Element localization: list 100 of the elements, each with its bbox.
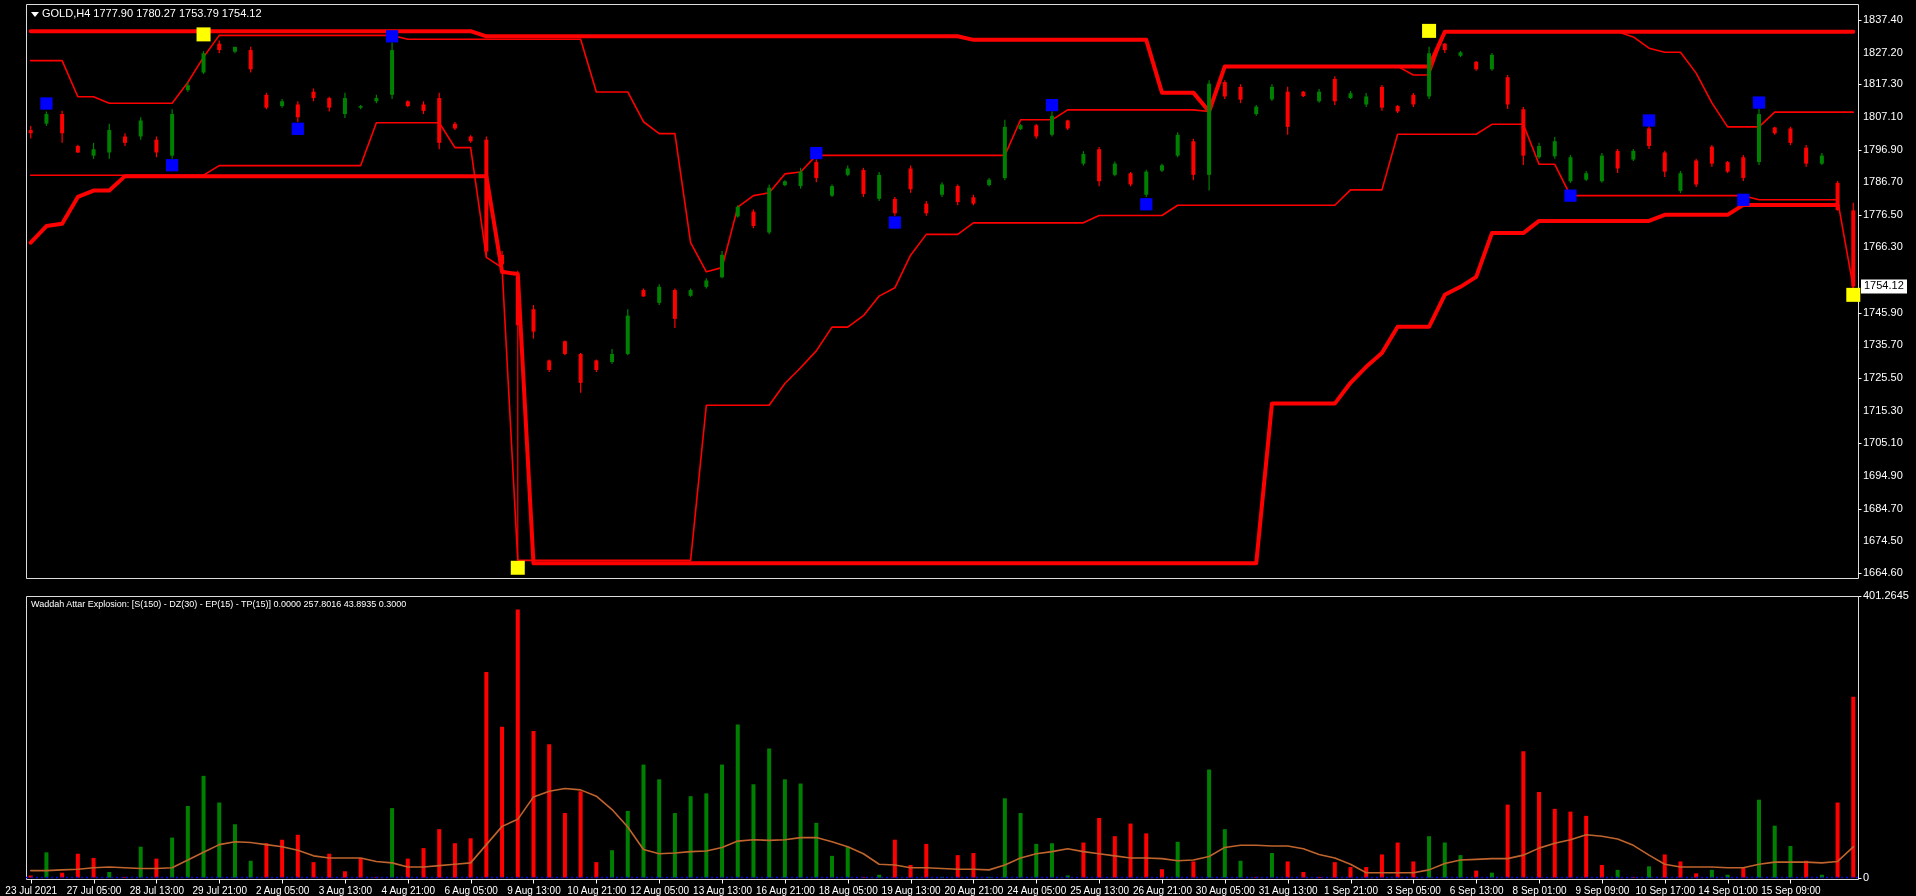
x-tick-label: 8 Sep 01:00: [1512, 884, 1567, 896]
bar: [1568, 811, 1573, 878]
x-tick-label: 28 Jul 13:00: [129, 884, 185, 896]
x-tick-label: 13 Aug 13:00: [693, 884, 753, 896]
bar: [60, 872, 65, 878]
bar: [1191, 861, 1196, 878]
x-tick-label: 3 Sep 05:00: [1386, 884, 1442, 896]
bar: [1552, 808, 1557, 878]
x-tick-label: 29 Jul 21:00: [192, 884, 248, 896]
bar: [1207, 769, 1212, 878]
x-tick-label: 30 Aug 05:00: [1195, 884, 1256, 896]
bar: [342, 871, 347, 878]
bar: [107, 871, 112, 878]
bar: [1709, 869, 1714, 878]
bar: [1694, 873, 1699, 878]
bar: [1835, 802, 1840, 878]
bar: [1474, 870, 1479, 878]
bar: [1851, 696, 1856, 878]
bar: [201, 775, 206, 878]
bar: [1521, 751, 1526, 878]
bar: [311, 862, 316, 878]
bar: [688, 796, 693, 878]
bar: [594, 862, 599, 878]
bar: [154, 858, 159, 878]
x-tick-label: 16 Aug 21:00: [755, 884, 816, 896]
bar: [877, 874, 882, 878]
bar: [1285, 861, 1290, 878]
bar: [798, 783, 803, 878]
bar: [892, 839, 897, 878]
bar: [578, 791, 583, 878]
bar: [1049, 843, 1054, 878]
bar: [1175, 841, 1180, 878]
bar: [44, 852, 49, 878]
bar: [1505, 804, 1510, 878]
x-tick-label: 24 Aug 05:00: [1007, 884, 1067, 896]
bar: [657, 779, 662, 878]
bar: [1411, 861, 1416, 878]
x-tick-label: 31 Aug 13:00: [1258, 884, 1319, 896]
bar: [170, 837, 175, 878]
bar: [1489, 872, 1494, 878]
bar: [327, 853, 332, 878]
bar: [1662, 854, 1667, 878]
bar: [500, 726, 505, 878]
bar: [830, 855, 835, 878]
bar: [1427, 836, 1432, 878]
bar: [1537, 791, 1542, 878]
x-tick-label: 10 Aug 21:00: [567, 884, 627, 896]
bar: [845, 846, 850, 878]
bar: [814, 822, 819, 878]
bar: [217, 802, 222, 878]
x-tick-label: 27 Jul 05:00: [66, 884, 122, 896]
bar: [1144, 833, 1149, 878]
bar: [1238, 860, 1243, 878]
bar: [280, 839, 285, 878]
line-series: [29, 787, 1855, 874]
bar: [358, 857, 363, 878]
bar: [1002, 798, 1007, 878]
chart-title: Waddah Attar Explosion: [S(150) - DZ(30) - EP(15) - TP(15)] 0.0000 257.8016 43.8935 0.3000: [31, 599, 407, 609]
bar: [562, 813, 567, 878]
x-tick-label: 4 Aug 21:00: [381, 884, 436, 896]
bar: [1301, 871, 1306, 878]
bar: [1348, 867, 1353, 878]
bar: [1269, 853, 1274, 878]
x-tick-label: 12 Aug 05:00: [630, 884, 690, 896]
x-tick-label: 23 Jul 2021: [5, 884, 58, 896]
bar: [1395, 842, 1400, 878]
bar: [248, 860, 253, 878]
x-tick-label: 15 Sep 09:00: [1761, 884, 1822, 896]
x-tick-label: 3 Aug 13:00: [318, 884, 373, 896]
bar: [1615, 869, 1620, 878]
bar: [924, 843, 929, 878]
bar: [1332, 862, 1337, 878]
bar: [232, 824, 237, 878]
bar: [1772, 825, 1777, 878]
y-tick-label: 0: [1863, 870, 1870, 883]
bar: [452, 843, 457, 878]
bar: [515, 609, 520, 878]
bar: [468, 838, 473, 878]
bar: [1788, 846, 1793, 878]
bar: [264, 843, 269, 878]
x-tick-label: 6 Aug 05:00: [444, 884, 499, 896]
x-tick-label: 9 Sep 09:00: [1575, 884, 1630, 896]
bar: [610, 850, 615, 878]
bar: [1222, 829, 1227, 878]
bar: [641, 764, 646, 878]
bar: [625, 810, 630, 878]
bar: [138, 846, 143, 878]
bar: [1018, 813, 1023, 878]
bar: [1159, 869, 1164, 878]
bar: [1112, 836, 1117, 878]
x-tick-label: 10 Sep 17:00: [1635, 884, 1696, 896]
bar: [1097, 817, 1102, 878]
x-tick-label: 1 Sep 21:00: [1324, 884, 1379, 896]
bar: [547, 744, 552, 878]
bar: [531, 730, 536, 878]
x-tick-label: 6 Sep 13:00: [1449, 884, 1505, 896]
bar: [1757, 799, 1762, 878]
bar: [1128, 823, 1133, 878]
bar: [1379, 854, 1384, 878]
x-tick-label: 20 Aug 21:00: [944, 884, 1004, 896]
